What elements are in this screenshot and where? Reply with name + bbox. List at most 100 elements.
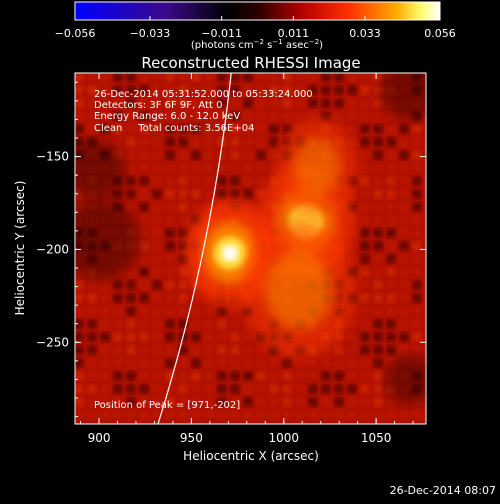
fringe-blob [217, 410, 227, 420]
colorbar: −0.056 −0.033 −0.011 0.011 0.033 0.056 (photo… [55, 1, 456, 51]
fringe-blob [269, 358, 279, 368]
fringe-blob [256, 410, 266, 420]
fringe-blob [152, 241, 162, 251]
colorbar-tick-label: −0.011 [201, 27, 242, 40]
fringe-blob [204, 306, 214, 316]
fringe-blob [165, 241, 175, 251]
fringe-blob [204, 189, 214, 199]
fringe-blob [308, 397, 318, 407]
fringe-blob [113, 371, 123, 381]
fringe-blob [269, 137, 279, 147]
fringe-blob [386, 319, 396, 329]
fringe-blob [204, 371, 214, 381]
fringe-blob [386, 397, 396, 407]
fringe-blob [139, 280, 149, 290]
fringe-blob [360, 241, 370, 251]
fringe-blob [87, 332, 97, 342]
fringe-blob [269, 124, 279, 134]
fringe-blob [256, 358, 266, 368]
fringe-blob [191, 332, 201, 342]
fringe-blob [386, 124, 396, 134]
fringe-blob [373, 215, 383, 225]
fringe-blob [334, 111, 344, 121]
fringe-blob [386, 189, 396, 199]
fringe-blob [295, 397, 305, 407]
fringe-blob [360, 228, 370, 238]
fringe-blob [334, 98, 344, 108]
fringe-blob [412, 189, 422, 199]
fringe-blob [360, 410, 370, 420]
fringe-blob [282, 397, 292, 407]
fringe-blob [295, 73, 305, 82]
fringe-blob [165, 293, 175, 303]
fringe-blob [126, 98, 136, 108]
fringe-blob [386, 202, 396, 212]
fringe-blob [139, 306, 149, 316]
solar-limb [157, 73, 232, 424]
fringe-blob [386, 267, 396, 277]
fringe-blob [126, 319, 136, 329]
fringe-blob [308, 384, 318, 394]
fringe-blob [100, 358, 110, 368]
fringe-blob [152, 176, 162, 186]
fringe-blob [243, 163, 253, 173]
fringe-blob [178, 293, 188, 303]
fringe-blob [334, 358, 344, 368]
fringe-blob [373, 293, 383, 303]
fringe-blob [217, 319, 227, 329]
fringe-blob [139, 384, 149, 394]
fringe-blob [191, 137, 201, 147]
fringe-blob [386, 410, 396, 420]
fringe-blob [204, 111, 214, 121]
fringe-blob [178, 150, 188, 160]
fringe-blob [282, 111, 292, 121]
fringe-blob [347, 319, 357, 329]
fringe-blob [152, 384, 162, 394]
fringe-blob [412, 241, 422, 251]
fringe-blob [139, 228, 149, 238]
fringe-blob [126, 358, 136, 368]
fringe-blob [178, 137, 188, 147]
fringe-blob [217, 345, 227, 355]
fringe-blob [152, 228, 162, 238]
fringe-blob [360, 163, 370, 173]
fringe-blob [269, 85, 279, 95]
fringe-blob [113, 124, 123, 134]
fringe-blob [165, 280, 175, 290]
fringe-blob [139, 358, 149, 368]
fringe-blob [399, 202, 409, 212]
fringe-blob [282, 98, 292, 108]
fringe-blob [412, 410, 422, 420]
fringe-blob [412, 176, 422, 186]
fringe-blob [373, 241, 383, 251]
fringe-blob [412, 202, 422, 212]
fringe-blob [269, 397, 279, 407]
fringe-blob [204, 98, 214, 108]
fringe-blob [347, 124, 357, 134]
fringe-blob [256, 163, 266, 173]
fringe-blob [373, 319, 383, 329]
fringe-blob [75, 280, 84, 290]
fringe-blob [412, 163, 422, 173]
fringe-blob [100, 397, 110, 407]
fringe-blob [191, 73, 201, 82]
fringe-blob [230, 124, 240, 134]
fringe-blob [126, 345, 136, 355]
fringe-blob [373, 345, 383, 355]
fringe-blob [204, 397, 214, 407]
fringe-blob [360, 124, 370, 134]
fringe-blob [256, 397, 266, 407]
fringe-blob [165, 163, 175, 173]
fringe-blob [152, 267, 162, 277]
fringe-blob [139, 410, 149, 420]
fringe-blob [386, 293, 396, 303]
fringe-blob [243, 111, 253, 121]
fringe-blob [308, 98, 318, 108]
fringe-blob [178, 202, 188, 212]
fringe-blob [217, 371, 227, 381]
x-tick-label: 950 [180, 431, 203, 445]
fringe-blob [360, 176, 370, 186]
fringe-blob [139, 85, 149, 95]
fringe-blob [139, 293, 149, 303]
fringe-blob [165, 319, 175, 329]
